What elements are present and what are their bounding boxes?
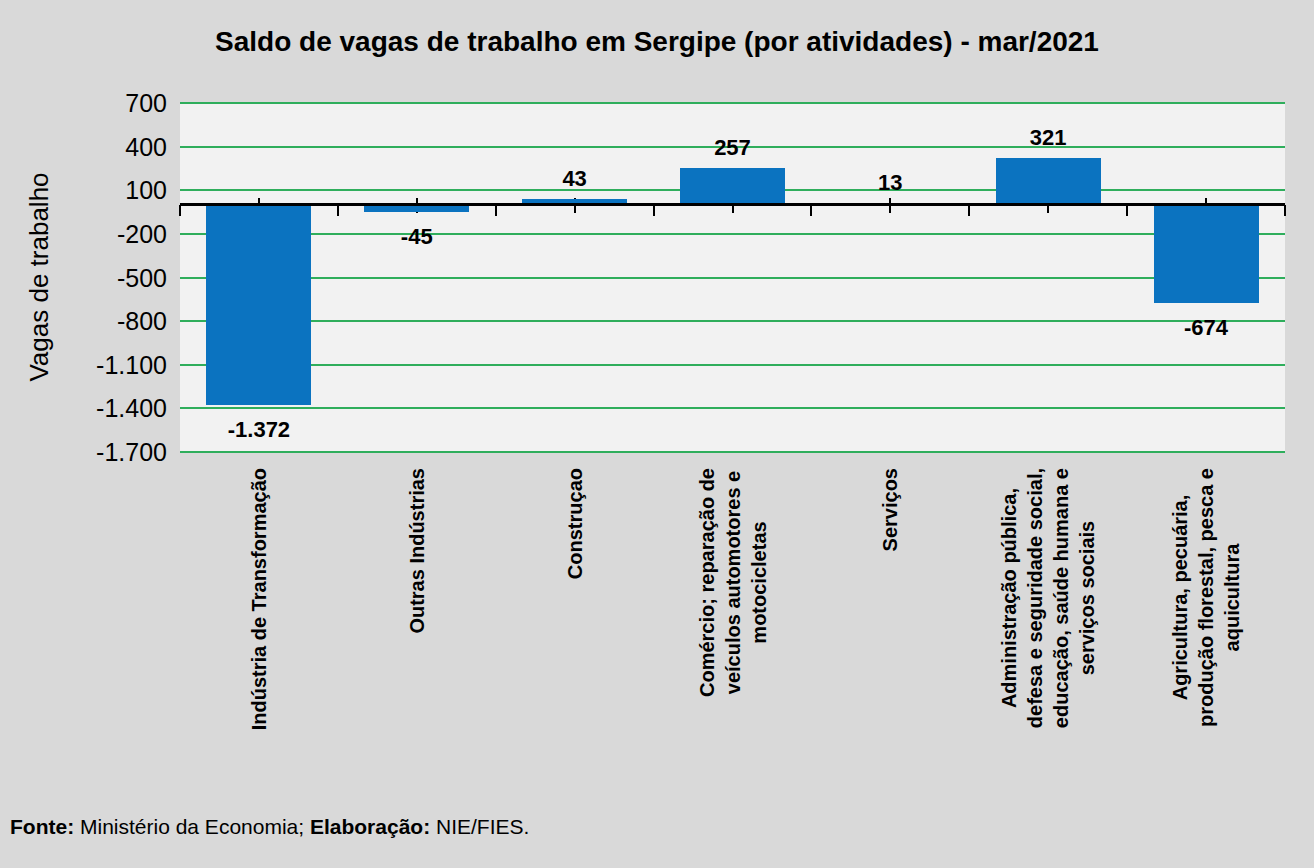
y-tick-label: 100	[0, 175, 167, 205]
chart-canvas: Saldo de vagas de trabalho em Sergipe (p…	[0, 0, 1314, 868]
bar-value-label: 257	[654, 135, 812, 161]
y-tick-label: -1.700	[0, 437, 167, 467]
gridline	[180, 320, 1285, 322]
bar	[206, 205, 311, 405]
y-tick-label: -500	[0, 263, 167, 293]
bar-value-label: 13	[811, 170, 969, 196]
source-note: Fonte: Ministério da Economia; Elaboraçã…	[10, 812, 529, 842]
x-axis-line	[180, 203, 1285, 206]
y-tick-label: 400	[0, 132, 167, 162]
category-label: Administração pública, defesa e segurida…	[996, 468, 1100, 728]
y-tick-label: 700	[0, 88, 167, 118]
gridline	[180, 102, 1285, 104]
gridline	[180, 407, 1285, 409]
bar-value-label: -1.372	[180, 417, 338, 443]
category-label: Agricultura, pecuária, produção floresta…	[1167, 468, 1245, 727]
bar	[1154, 205, 1259, 303]
bar-value-label: -45	[338, 224, 496, 250]
axis-tick-major	[1126, 205, 1128, 216]
y-tick-label: -200	[0, 219, 167, 249]
bar-value-label: -674	[1127, 315, 1285, 341]
category-label: Indústria de Transformação	[246, 468, 272, 730]
gridline	[180, 451, 1285, 453]
axis-tick-major	[337, 205, 339, 216]
chart-title: Saldo de vagas de trabalho em Sergipe (p…	[0, 26, 1314, 58]
axis-tick-major	[968, 205, 970, 216]
fonte-label: Fonte:	[10, 815, 74, 838]
gridline	[180, 277, 1285, 279]
bar-value-label: 43	[496, 166, 654, 192]
elaboracao-text: NIE/FIES.	[430, 815, 529, 838]
axis-tick-major	[179, 205, 181, 216]
y-tick-label: -800	[0, 306, 167, 336]
fonte-text: Ministério da Economia;	[74, 815, 310, 838]
bar	[996, 158, 1101, 205]
axis-tick-major	[653, 205, 655, 216]
y-tick-label: -1.100	[0, 350, 167, 380]
category-label: Construçao	[562, 468, 588, 579]
elaboracao-label: Elaboração:	[310, 815, 430, 838]
bar	[680, 168, 785, 205]
bar-value-label: 321	[969, 125, 1127, 151]
category-label: Serviços	[877, 468, 903, 551]
category-label: Comércio; reparação de veículos automoto…	[694, 468, 772, 697]
axis-tick-major	[810, 205, 812, 216]
axis-tick-major	[495, 205, 497, 216]
category-label: Outras Indústrias	[404, 468, 430, 634]
y-tick-label: -1.400	[0, 393, 167, 423]
axis-tick-major	[1284, 205, 1286, 216]
gridline	[180, 364, 1285, 366]
